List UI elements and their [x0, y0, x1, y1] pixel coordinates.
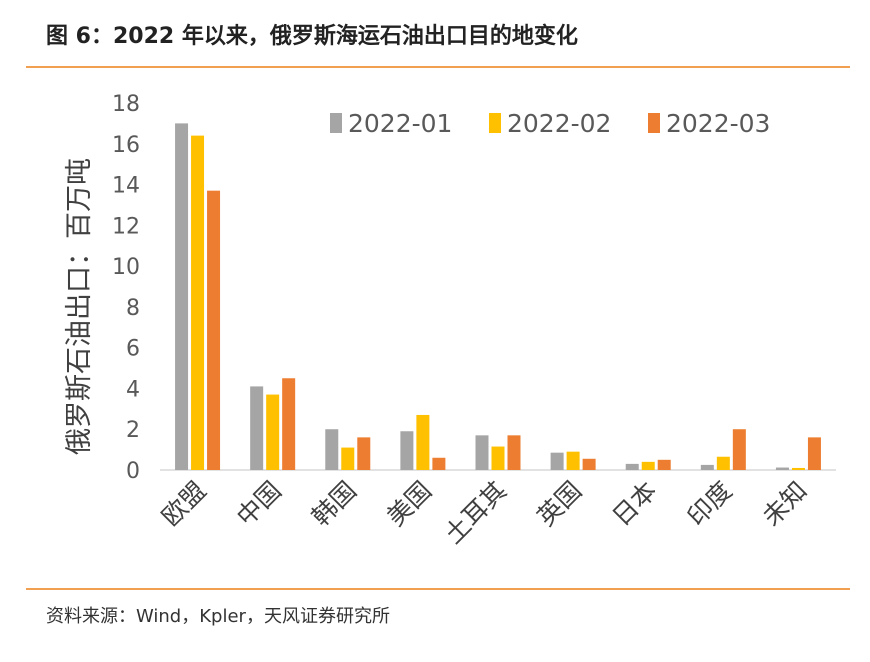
category-label: 英国: [531, 476, 587, 532]
category-labels: 欧盟 中国 韩国 美国 土耳其 英国 日本 印度 未知: [156, 476, 813, 550]
bar-2022-01-5: [550, 452, 564, 470]
y-tick-label: 2: [126, 418, 140, 443]
category-label: 美国: [381, 476, 437, 532]
y-tick-label: 6: [126, 337, 140, 362]
category-label: 未知: [757, 476, 813, 532]
y-tick-label: 8: [126, 296, 140, 321]
bar-2022-01-7: [700, 464, 714, 470]
bar-2022-03-7: [732, 429, 746, 470]
y-axis-label: 俄罗斯石油出口：百万吨: [64, 158, 95, 455]
source-note: 资料来源：Wind，Kpler，天风证券研究所: [46, 606, 390, 627]
category-label: 欧盟: [156, 476, 212, 532]
legend-swatch: [489, 113, 501, 133]
bar-2022-01-0: [175, 123, 189, 470]
bar-2022-03-4: [507, 435, 521, 470]
y-ticks: 0 2 4 6 8 10 12 14 16 18: [112, 92, 140, 484]
y-tick-label: 0: [126, 459, 140, 484]
bar-2022-02-0: [191, 135, 205, 470]
legend-swatch: [648, 113, 660, 133]
bar-2022-02-3: [416, 414, 430, 470]
category-label: 中国: [231, 476, 287, 532]
bar-2022-01-1: [250, 386, 264, 470]
footer-divider: [26, 588, 850, 590]
bar-2022-03-6: [657, 459, 671, 470]
bar-2022-03-2: [357, 437, 371, 470]
y-axis-label-group: 俄罗斯石油出口：百万吨: [64, 158, 95, 455]
bar-2022-03-1: [282, 378, 296, 470]
y-tick-label: 4: [126, 377, 140, 402]
legend: 2022-01 2022-02 2022-03: [330, 109, 770, 138]
bar-2022-01-8: [775, 467, 789, 470]
bar-2022-02-1: [266, 394, 280, 470]
bar-2022-03-5: [582, 458, 596, 470]
bar-2022-02-5: [566, 451, 580, 470]
bar-2022-02-7: [716, 456, 730, 470]
legend-label: 2022-02: [507, 109, 611, 138]
legend-swatch: [330, 113, 342, 133]
bar-2022-03-3: [432, 457, 446, 470]
y-tick-label: 14: [112, 174, 140, 199]
y-tick-label: 16: [112, 133, 140, 158]
bar-2022-01-2: [325, 429, 339, 470]
bar-2022-03-0: [207, 190, 221, 470]
figure-title: 图 6：2022 年以来，俄罗斯海运石油出口目的地变化: [46, 24, 578, 49]
bar-2022-03-8: [807, 437, 821, 470]
category-label: 印度: [682, 476, 738, 532]
bar-2022-02-4: [491, 446, 505, 470]
y-tick-label: 10: [112, 255, 140, 280]
y-tick-label: 12: [112, 214, 140, 239]
category-label: 土耳其: [439, 476, 513, 550]
category-label: 韩国: [306, 476, 362, 532]
bar-2022-01-3: [400, 431, 414, 470]
bar-chart: 俄罗斯石油出口：百万吨 0 2 4 6 8 10 12 14 16 18 欧盟 中国 韩国 美国 土耳其英…: [64, 92, 836, 550]
bar-2022-01-6: [625, 463, 639, 470]
bar-2022-01-4: [475, 435, 489, 470]
bar-2022-02-2: [341, 447, 355, 470]
bar-2022-02-6: [641, 461, 655, 470]
bars: [175, 123, 821, 470]
category-label: 日本: [607, 476, 663, 532]
title-divider: [26, 66, 850, 68]
legend-label: 2022-01: [348, 109, 452, 138]
bar-2022-02-8: [791, 467, 805, 470]
y-tick-label: 18: [112, 92, 140, 117]
legend-label: 2022-03: [666, 109, 770, 138]
